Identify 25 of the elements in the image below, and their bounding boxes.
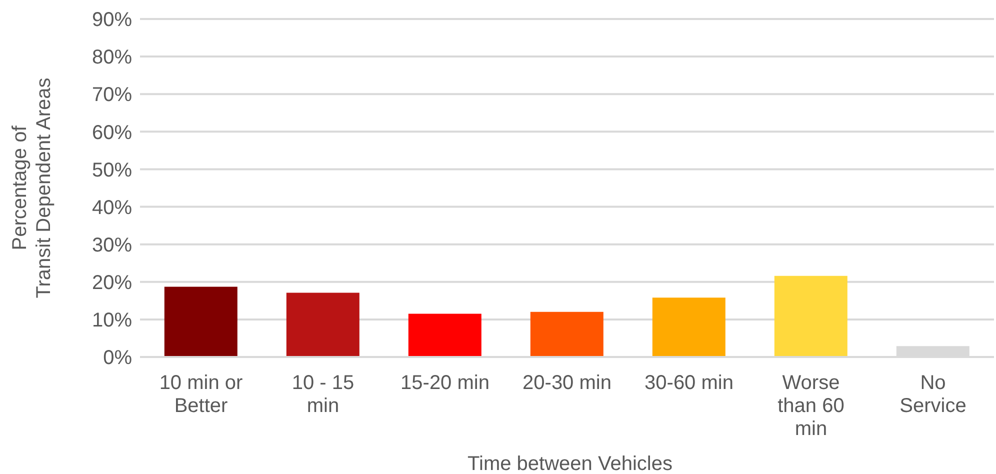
x-tick-label: 15-20 min [400, 372, 490, 394]
y-tick-label: 70% [92, 84, 132, 106]
bar [774, 276, 848, 357]
x-tick-label: No Service [900, 372, 966, 417]
y-tick-label: 30% [92, 234, 132, 256]
bar [530, 312, 604, 357]
x-tick-label: 30-60 min [644, 372, 734, 394]
x-tick-label: 10 - 15 min [292, 372, 354, 417]
bar [164, 286, 238, 357]
bar [408, 314, 482, 357]
bar [286, 292, 360, 357]
x-axis-title: Time between Vehicles [468, 453, 672, 474]
y-tick-label: 20% [92, 272, 132, 294]
y-tick-label: 90% [92, 9, 132, 32]
x-tick-label: Worse than 60 min [778, 372, 844, 440]
y-tick-label: 40% [92, 196, 132, 219]
x-tick-label: 20-30 min [522, 372, 612, 394]
y-tick-label: 50% [92, 159, 132, 182]
y-tick-label: 10% [92, 310, 132, 332]
y-tick-label: 80% [92, 46, 132, 69]
y-axis-title: Percentage of Transit Dependent Areas [9, 78, 55, 298]
y-tick-label: 60% [92, 122, 132, 144]
x-tick-label: 10 min or Better [159, 372, 244, 417]
bar [652, 298, 726, 357]
y-tick-label: 0% [103, 347, 132, 370]
